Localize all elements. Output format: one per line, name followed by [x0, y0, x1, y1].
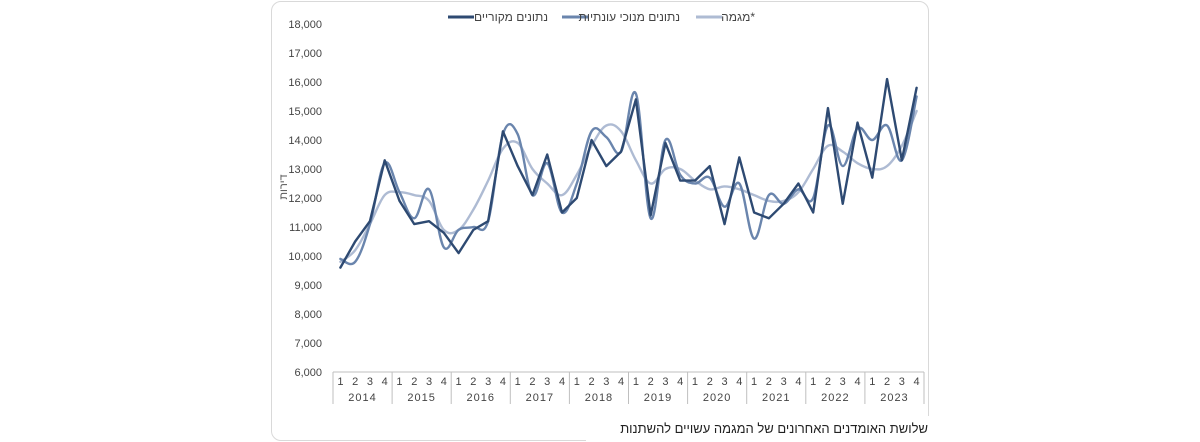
footnote: שלושת האומדנים האחרונים של המגמה עשויים … [620, 421, 928, 436]
x-tick-quarter: 4 [441, 376, 447, 388]
x-tick-quarter: 4 [914, 376, 920, 388]
x-tick-quarter: 2 [648, 376, 654, 388]
x-tick-quarter: 3 [603, 376, 609, 388]
y-tick-label: 11,000 [289, 222, 322, 234]
chart-card [271, 1, 929, 441]
x-tick-year: 2021 [762, 392, 790, 404]
x-tick-quarter: 2 [352, 376, 358, 388]
x-tick-year: 2016 [467, 392, 495, 404]
x-tick-quarter: 3 [367, 376, 373, 388]
x-tick-quarter: 2 [529, 376, 535, 388]
x-tick-quarter: 1 [515, 376, 521, 388]
y-tick-label: 7,000 [294, 338, 322, 350]
x-tick-quarter: 4 [677, 376, 683, 388]
x-tick-quarter: 4 [559, 376, 565, 388]
x-tick-quarter: 3 [485, 376, 491, 388]
x-tick-quarter: 3 [426, 376, 432, 388]
y-tick-label: 9,000 [294, 280, 322, 292]
y-tick-label: 6,000 [294, 367, 322, 379]
x-tick-quarter: 1 [692, 376, 698, 388]
x-tick-quarter: 3 [544, 376, 550, 388]
y-tick-label: 8,000 [294, 309, 322, 321]
x-tick-quarter: 1 [574, 376, 580, 388]
series-original [339, 77, 918, 269]
x-tick-quarter: 2 [884, 376, 890, 388]
x-tick-quarter: 2 [470, 376, 476, 388]
y-axis-ticks: 6,000 7,000 8,000 9,000 10,000 11,000 12,000 13… [288, 19, 322, 379]
y-tick-label: 14,000 [288, 135, 322, 147]
x-tick-year: 2022 [821, 392, 849, 404]
y-tick-label: 10,000 [288, 251, 322, 263]
x-tick-quarter: 2 [766, 376, 772, 388]
x-tick-quarter: 2 [589, 376, 595, 388]
y-tick-label: 16,000 [288, 77, 322, 89]
x-tick-quarter: 1 [810, 376, 816, 388]
x-tick-quarter: 3 [899, 376, 905, 388]
x-tick-quarter: 3 [781, 376, 787, 388]
x-tick-quarter: 4 [854, 376, 860, 388]
legend-label: נתונים מנוכי עונתיות [579, 10, 680, 24]
y-tick-label: 12,000 [288, 193, 322, 205]
footnote-box: שלושת האומדנים האחרונים של המגמה עשויים … [586, 416, 934, 442]
x-tick-quarter: 1 [633, 376, 639, 388]
x-tick-quarter: 1 [869, 376, 875, 388]
y-tick-label: 18,000 [288, 19, 322, 31]
x-tick-quarter: 4 [500, 376, 506, 388]
series-lines [339, 77, 918, 269]
x-tick-year: 2020 [703, 392, 731, 404]
y-tick-label: 13,000 [288, 164, 322, 176]
x-tick-quarter: 4 [795, 376, 801, 388]
x-tick-quarter: 2 [825, 376, 831, 388]
legend: נתונים מקוריים נתונים מנוכי עונתיות מגמה* [448, 10, 755, 24]
x-tick-quarter: 3 [721, 376, 727, 388]
x-tick-year: 2014 [348, 392, 376, 404]
x-tick-quarter: 2 [411, 376, 417, 388]
x-tick-quarter: 3 [662, 376, 668, 388]
y-axis-label: דירות [278, 174, 290, 199]
x-tick-quarter: 2 [707, 376, 713, 388]
x-tick-quarter: 1 [396, 376, 402, 388]
x-tick-quarter: 4 [736, 376, 742, 388]
x-tick-year: 2017 [526, 392, 554, 404]
series-trend [339, 109, 918, 263]
x-tick-year: 2023 [880, 392, 908, 404]
x-tick-year: 2015 [407, 392, 435, 404]
x-tick-quarter: 4 [618, 376, 624, 388]
x-tick-quarter: 1 [751, 376, 757, 388]
x-tick-quarter: 1 [337, 376, 343, 388]
legend-label: נתונים מקוריים [474, 10, 548, 24]
x-tick-quarter: 4 [382, 376, 388, 388]
x-tick-quarter: 3 [840, 376, 846, 388]
x-tick-year: 2018 [585, 392, 613, 404]
x-tick-year: 2019 [644, 392, 672, 404]
y-tick-label: 15,000 [288, 106, 322, 118]
legend-label: מגמה* [721, 10, 755, 24]
y-tick-label: 17,000 [288, 48, 322, 60]
x-tick-quarter: 1 [456, 376, 462, 388]
